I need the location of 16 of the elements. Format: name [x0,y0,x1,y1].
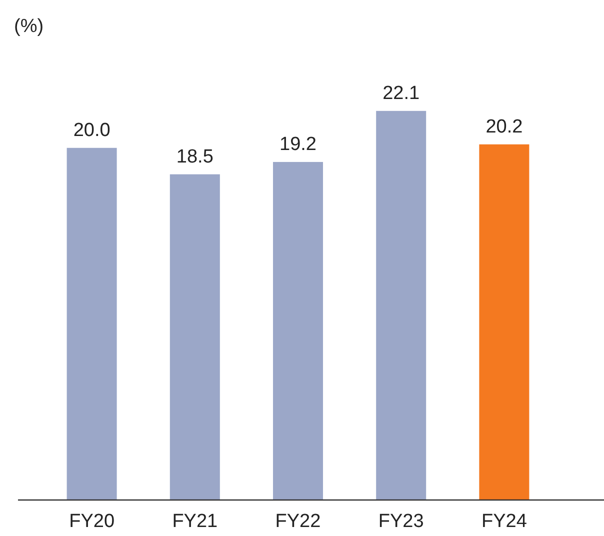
x-tick-label: FY20 [69,511,115,532]
bar [66,148,117,500]
x-tick-label: FY21 [172,511,218,532]
data-label: 18.5 [176,146,214,168]
x-tick-label: FY23 [378,511,424,532]
bar [479,144,530,500]
data-label: 19.2 [280,134,316,155]
bar [170,174,220,500]
data-label: 20.2 [486,116,523,138]
bar [376,110,426,500]
x-tick-label: FY24 [481,511,528,532]
data-label: 20.0 [73,120,110,141]
bar [273,162,323,500]
x-tick-label: FY22 [275,511,321,532]
y-axis-title: (%) [14,16,44,37]
data-label: 22.1 [382,82,420,104]
